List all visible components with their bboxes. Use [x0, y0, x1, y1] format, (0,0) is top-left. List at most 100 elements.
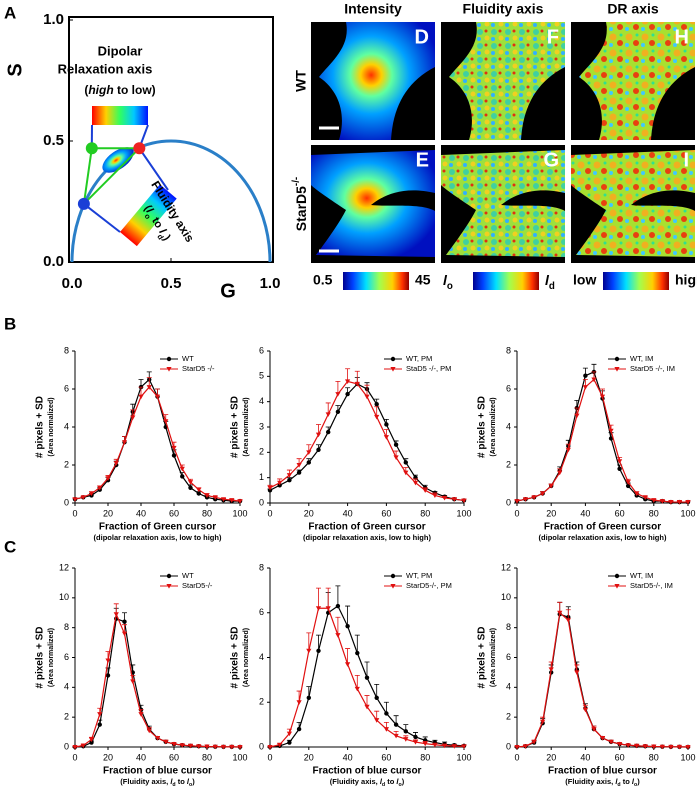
cell: [449, 22, 565, 140]
y-axis-title: S: [4, 63, 26, 76]
error-bar: [354, 675, 360, 689]
marker: [540, 719, 546, 725]
y-tick-label: 4: [506, 421, 511, 431]
y-tick-label: 2: [506, 712, 511, 722]
marker: [514, 745, 520, 750]
marker: [651, 498, 657, 503]
colorbar-high: ld: [545, 272, 555, 292]
marker: [121, 631, 128, 637]
text-part: to low): [114, 83, 156, 97]
x-tick-label: 0: [72, 508, 77, 518]
x-tick-label: 80: [649, 752, 659, 762]
y-tick-label: 3: [259, 421, 264, 431]
error-bar: [335, 381, 341, 395]
marker: [267, 485, 273, 491]
marker: [97, 722, 102, 727]
marker: [315, 432, 322, 438]
y-tick-label: 4: [259, 652, 264, 662]
legend-label: WT, IM: [630, 571, 653, 580]
y-tick-label: 2: [259, 447, 264, 457]
marker: [113, 461, 119, 466]
marker: [364, 394, 370, 400]
marker: [88, 737, 95, 743]
marker: [548, 483, 554, 489]
x-tick-label: 0: [514, 508, 519, 518]
x-tick-label: 40: [343, 752, 353, 762]
marker: [154, 736, 161, 741]
marker: [212, 495, 218, 500]
marker: [105, 673, 111, 678]
row-label: StarD5-/-: [291, 177, 309, 231]
marker: [574, 670, 580, 676]
y-tick-label: 6: [259, 345, 264, 355]
dr-label: Relaxation axis: [58, 61, 153, 76]
text-part: ): [637, 777, 640, 786]
marker: [72, 745, 78, 750]
marker: [138, 394, 144, 400]
marker: [80, 743, 86, 749]
x-tick-label: 20: [304, 508, 314, 518]
x-axis-title: Fraction of Green cursor: [99, 522, 216, 533]
x-tick-label: 0.0: [62, 275, 83, 292]
panel-label: A: [4, 3, 16, 22]
cell: [441, 150, 565, 257]
marker: [171, 742, 177, 747]
marker: [237, 499, 243, 504]
marker: [393, 733, 399, 739]
x-axis-subtitle: (Fluidity axis, ld to lo): [120, 777, 195, 788]
y-tick-label: 2: [506, 459, 511, 469]
marker: [204, 744, 210, 750]
y-axis-title: # pixels + SD: [477, 396, 488, 458]
marker: [393, 722, 399, 727]
legend-label: WT, IM: [630, 354, 653, 363]
marker: [345, 379, 351, 384]
x-axis-subtitle: (dipolar relaxation axis, low to high): [539, 533, 667, 542]
marker: [617, 459, 623, 464]
cell: [571, 150, 695, 257]
series-line: [516, 613, 689, 748]
marker: [296, 726, 302, 732]
legend-marker: [614, 367, 620, 372]
error-bar: [345, 368, 351, 382]
x-tick-label: 0: [267, 752, 272, 762]
marker: [355, 650, 360, 656]
series-line: [516, 611, 689, 748]
x-tick-label: 100: [232, 752, 247, 762]
marker: [146, 385, 152, 390]
x-axis-subtitle: (Fluidity axis, ld to lo): [565, 777, 640, 788]
marker: [326, 429, 331, 435]
y-tick-label: 0.0: [43, 253, 64, 270]
error-bar: [374, 683, 380, 698]
legend-label: WT: [182, 354, 194, 363]
y-axis-subtitle: (Area normalized): [490, 397, 497, 456]
legend-marker: [390, 356, 396, 362]
marker: [642, 744, 648, 749]
error-bar: [316, 634, 321, 651]
error-bar: [335, 585, 341, 607]
colorbar-low: 0.5: [313, 272, 333, 288]
image-grid: Intensity Fluidity axis DR axis WT StarD5-/-…: [291, 1, 697, 292]
marker: [582, 707, 588, 713]
x-tick-label: 0: [514, 752, 519, 762]
error-bar: [345, 605, 351, 627]
marker: [374, 402, 379, 407]
marker: [461, 744, 467, 749]
legend-label: StarD5 -/-, IM: [630, 364, 675, 373]
x-tick-label: 80: [420, 752, 430, 762]
text-part: d: [549, 281, 555, 292]
y-axis-subtitle: (Area normalized): [243, 397, 250, 456]
legend-marker: [166, 573, 172, 579]
x-axis-subtitle: (Fluidity axis, ld to lo): [330, 777, 405, 788]
image-letter: F: [547, 26, 559, 48]
connector: [138, 147, 169, 191]
marker: [354, 686, 360, 692]
legend-label: WT: [182, 571, 194, 580]
marker: [617, 742, 623, 747]
marker: [625, 480, 631, 485]
marker: [403, 737, 409, 742]
x-tick-label: 60: [381, 752, 391, 762]
marker: [374, 718, 380, 723]
marker: [591, 377, 597, 383]
y-tick-label: 6: [506, 652, 511, 662]
marker: [354, 381, 360, 387]
